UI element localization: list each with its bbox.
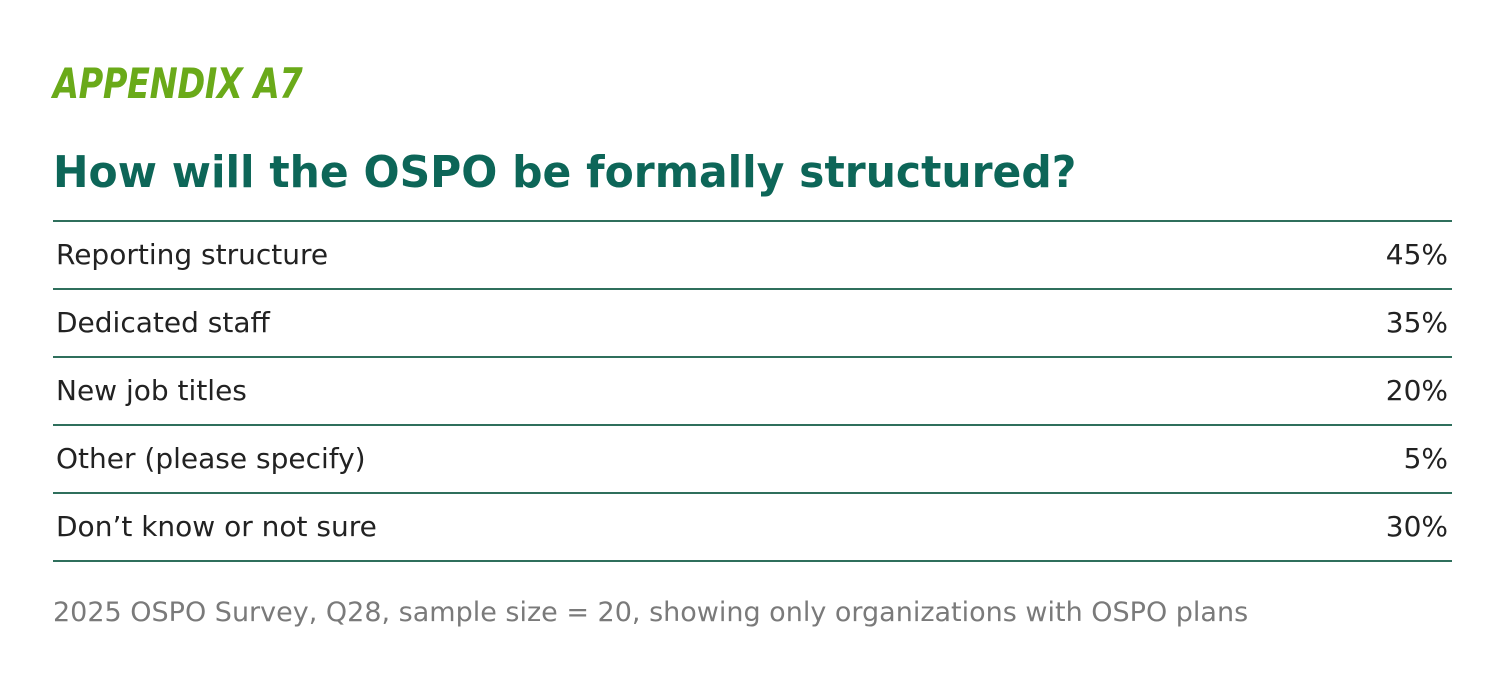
row-value: 5% <box>1403 442 1448 475</box>
table-row: Other (please specify) 5% <box>53 426 1452 494</box>
chart-title: How will the OSPO be formally structured… <box>53 147 1077 198</box>
source-footnote: 2025 OSPO Survey, Q28, sample size = 20,… <box>53 597 1249 628</box>
row-value: 20% <box>1385 374 1448 407</box>
row-label: Reporting structure <box>56 238 329 271</box>
table-row: Reporting structure 45% <box>53 222 1452 290</box>
results-table: Reporting structure 45% Dedicated staff 35%… <box>53 220 1452 562</box>
row-value: 35% <box>1385 306 1448 339</box>
row-value: 45% <box>1385 238 1448 271</box>
appendix-label: APPENDIX A7 <box>53 59 303 108</box>
row-label: Other (please specify) <box>56 442 366 475</box>
table-row: Dedicated staff 35% <box>53 290 1452 358</box>
row-label: New job titles <box>56 374 247 407</box>
table-row: Don’t know or not sure 30% <box>53 494 1452 562</box>
row-label: Dedicated staff <box>56 306 270 339</box>
table-row: New job titles 20% <box>53 358 1452 426</box>
row-value: 30% <box>1385 510 1448 543</box>
row-label: Don’t know or not sure <box>56 510 377 543</box>
